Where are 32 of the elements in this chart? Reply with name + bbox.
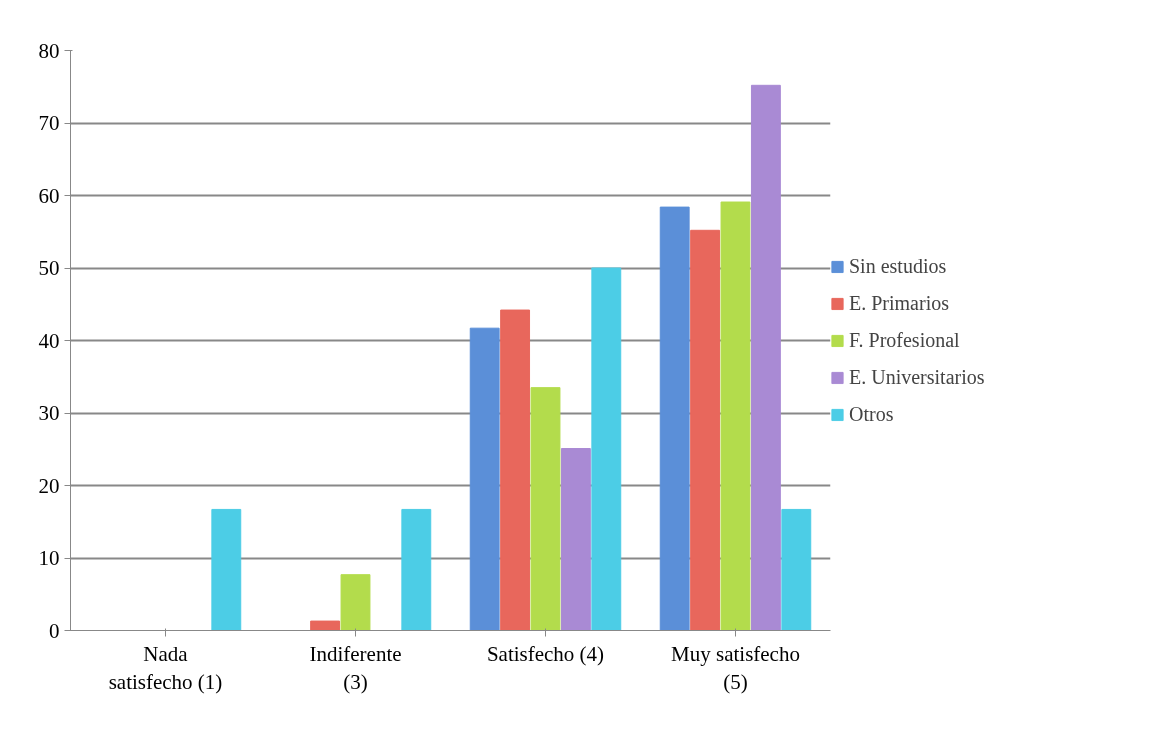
x-tick-label: Indiferente (3) [309, 641, 402, 695]
bar [560, 448, 591, 631]
legend-label: Sin estudios [849, 254, 947, 278]
bar [690, 229, 721, 631]
x-tick-label: Muy satisfecho (5) [671, 641, 800, 695]
bar [500, 309, 531, 631]
bar [310, 620, 341, 631]
legend-label: Otros [849, 402, 894, 426]
y-tick-label: 70 [38, 111, 60, 135]
bar [659, 206, 690, 631]
bar [591, 267, 622, 631]
legend-label: F. Profesional [849, 328, 960, 352]
legend-label: E. Universitarios [849, 365, 985, 389]
legend-label: E. Primarios [849, 291, 949, 315]
bar [781, 508, 812, 631]
y-tick-label: 50 [38, 256, 60, 280]
bar [340, 574, 371, 631]
y-tick-label: 10 [38, 546, 60, 570]
y-tick-label: 40 [38, 328, 60, 353]
y-tick-label: 0 [49, 618, 60, 643]
y-tick-label: 30 [38, 401, 60, 425]
bar [469, 327, 500, 631]
bar [720, 201, 751, 631]
x-tick-label: Nada satisfecho (1) [108, 641, 223, 695]
bar [750, 84, 781, 631]
y-tick-label: 60 [38, 183, 60, 208]
y-tick-label: 80 [38, 38, 60, 63]
x-tick-label: Satisfecho (4) [486, 641, 605, 666]
bar [530, 387, 561, 631]
bar [401, 508, 432, 631]
bar [211, 508, 242, 631]
y-tick-label: 20 [38, 473, 60, 498]
